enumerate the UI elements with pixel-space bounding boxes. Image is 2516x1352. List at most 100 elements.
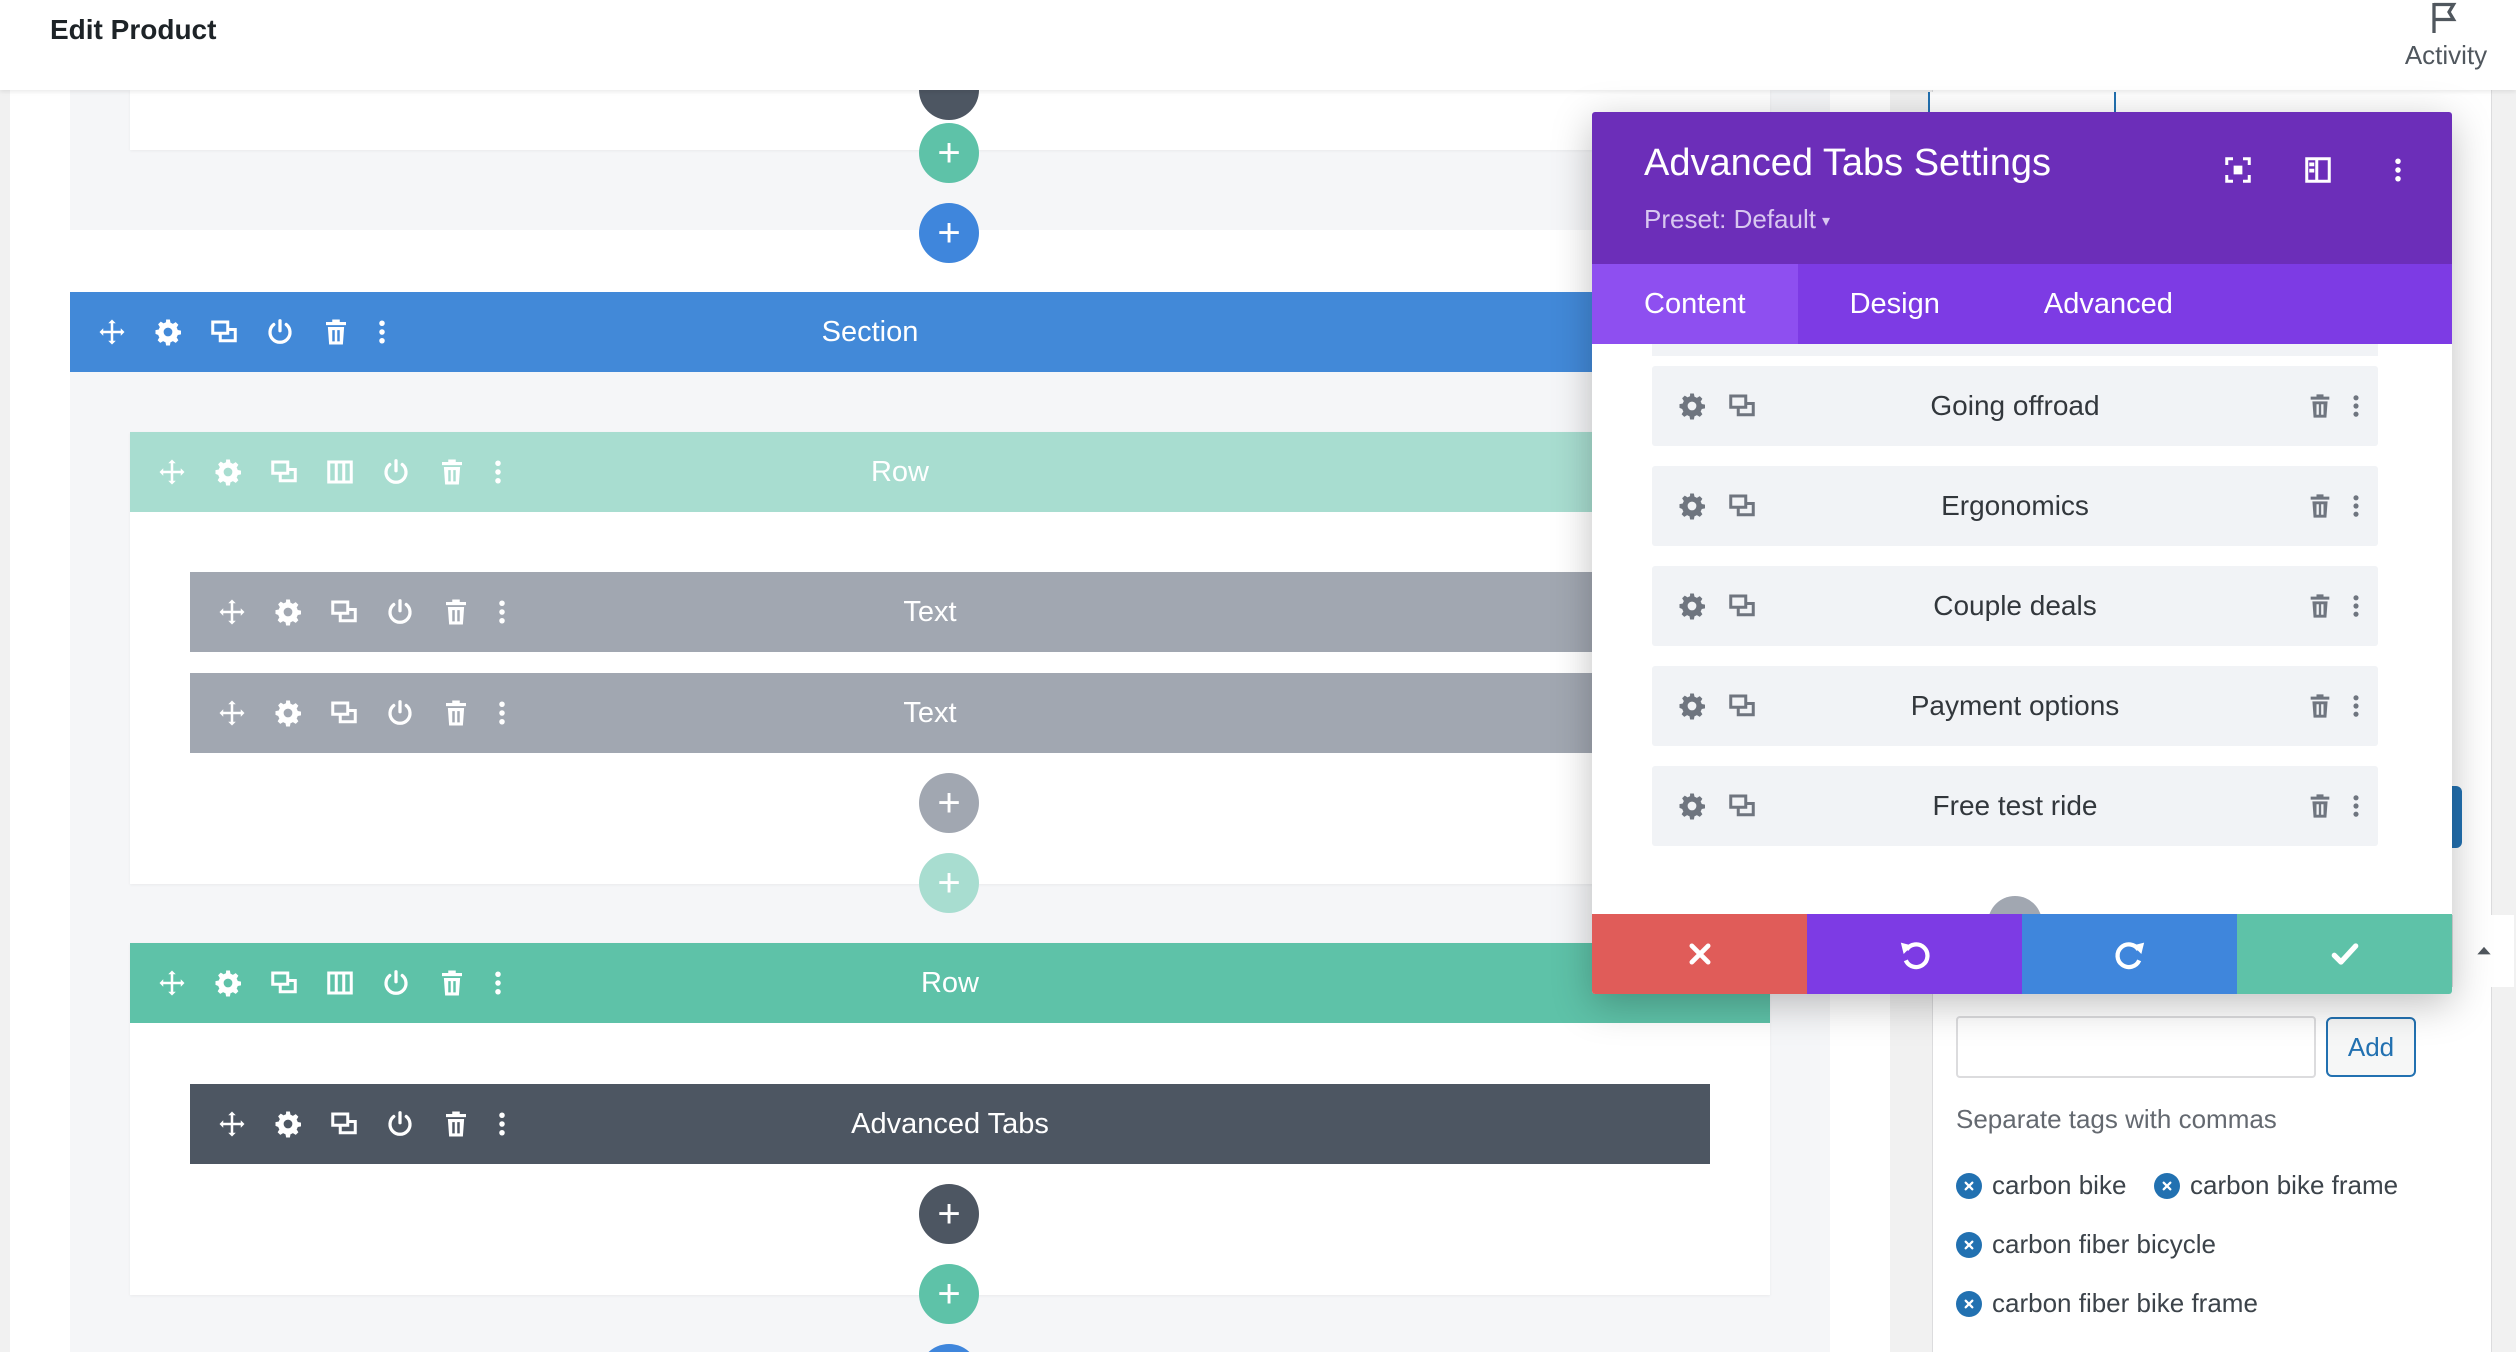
trash-icon[interactable]	[2302, 488, 2338, 524]
more-options-icon[interactable]	[2348, 788, 2364, 824]
gear-icon[interactable]	[270, 594, 306, 630]
power-icon[interactable]	[378, 965, 414, 1001]
move-icon[interactable]	[214, 594, 250, 630]
move-icon[interactable]	[214, 695, 250, 731]
tag-item: carbon fiber bicycle	[1956, 1229, 2216, 1260]
trash-icon[interactable]	[2302, 688, 2338, 724]
undo-button[interactable]	[1807, 914, 2022, 994]
preset-dropdown[interactable]: Preset: Default ▾	[1644, 204, 1830, 235]
tag-input[interactable]	[1956, 1016, 2316, 1078]
gear-icon[interactable]	[1674, 488, 1710, 524]
tab-item[interactable]: Couple deals	[1652, 566, 2378, 646]
arrow-up-icon	[2474, 941, 2494, 961]
tag-item: carbon fiber bike frame	[1956, 1288, 2258, 1319]
columns-icon[interactable]	[322, 454, 358, 490]
more-options-icon[interactable]	[374, 314, 390, 350]
trash-icon[interactable]	[2302, 588, 2338, 624]
row-1-bar[interactable]: Row	[130, 432, 1670, 512]
add-module-button[interactable]: +	[919, 1184, 979, 1244]
trash-icon[interactable]	[434, 454, 470, 490]
remove-tag-icon[interactable]	[1956, 1231, 1982, 1258]
power-icon[interactable]	[382, 1106, 418, 1142]
tab-design[interactable]: Design	[1849, 287, 1940, 320]
gear-icon[interactable]	[270, 695, 306, 731]
more-options-icon[interactable]	[2348, 688, 2364, 724]
row-2-bar[interactable]: Row	[130, 943, 1770, 1023]
duplicate-icon[interactable]	[266, 454, 302, 490]
more-options-icon[interactable]	[2348, 388, 2364, 424]
add-row-button[interactable]: +	[919, 123, 979, 183]
gear-icon[interactable]	[1674, 388, 1710, 424]
trash-icon[interactable]	[2302, 788, 2338, 824]
tab-content[interactable]: Content	[1592, 264, 1798, 344]
activity-button[interactable]: Activity	[2376, 0, 2516, 90]
gear-icon[interactable]	[210, 965, 246, 1001]
more-options-icon[interactable]	[490, 965, 506, 1001]
trash-icon[interactable]	[438, 695, 474, 731]
discard-button[interactable]	[1592, 914, 1807, 994]
duplicate-icon[interactable]	[1724, 388, 1760, 424]
more-options-icon[interactable]	[2380, 152, 2416, 188]
duplicate-icon[interactable]	[206, 314, 242, 350]
move-icon[interactable]	[214, 1106, 250, 1142]
trash-icon[interactable]	[438, 594, 474, 630]
add-row-button[interactable]: +	[919, 853, 979, 913]
gear-icon[interactable]	[150, 314, 186, 350]
power-icon[interactable]	[382, 594, 418, 630]
text-module-1-bar[interactable]: Text	[190, 572, 1670, 652]
trash-icon[interactable]	[438, 1106, 474, 1142]
duplicate-icon[interactable]	[326, 594, 362, 630]
remove-tag-icon[interactable]	[1956, 1290, 1982, 1317]
add-tag-button[interactable]: Add	[2326, 1017, 2416, 1077]
section-bar[interactable]: Section	[70, 292, 1670, 372]
add-item-button[interactable]	[1988, 896, 2042, 914]
more-options-icon[interactable]	[494, 695, 510, 731]
tab-item[interactable]: Payment options	[1652, 666, 2378, 746]
duplicate-icon[interactable]	[326, 695, 362, 731]
text-module-2-bar[interactable]: Text	[190, 673, 1670, 753]
gear-icon[interactable]	[1674, 688, 1710, 724]
tab-item[interactable]: Going offroad	[1652, 366, 2378, 446]
power-icon[interactable]	[382, 695, 418, 731]
more-options-icon[interactable]	[494, 594, 510, 630]
trash-icon[interactable]	[2302, 388, 2338, 424]
move-icon[interactable]	[154, 454, 190, 490]
trash-icon[interactable]	[318, 314, 354, 350]
duplicate-icon[interactable]	[1724, 788, 1760, 824]
expand-icon[interactable]	[2220, 152, 2256, 188]
more-options-icon[interactable]	[490, 454, 506, 490]
toggle-panel-button[interactable]	[2452, 915, 2514, 987]
tab-item[interactable]: Free test ride	[1652, 766, 2378, 846]
add-row-button[interactable]: +	[919, 1264, 979, 1324]
dock-layout-icon[interactable]	[2300, 152, 2336, 188]
save-button[interactable]	[2237, 914, 2452, 994]
power-icon[interactable]	[378, 454, 414, 490]
duplicate-icon[interactable]	[266, 965, 302, 1001]
duplicate-icon[interactable]	[1724, 588, 1760, 624]
gear-icon[interactable]	[210, 454, 246, 490]
gear-icon[interactable]	[1674, 588, 1710, 624]
tab-advanced[interactable]: Advanced	[2043, 287, 2173, 320]
advanced-tabs-module-bar[interactable]: Advanced Tabs	[190, 1084, 1710, 1164]
columns-icon[interactable]	[322, 965, 358, 1001]
move-icon[interactable]	[94, 314, 130, 350]
duplicate-icon[interactable]	[1724, 688, 1760, 724]
redo-button[interactable]	[2022, 914, 2237, 994]
gear-icon[interactable]	[270, 1106, 306, 1142]
more-options-icon[interactable]	[494, 1106, 510, 1142]
duplicate-icon[interactable]	[1724, 488, 1760, 524]
duplicate-icon[interactable]	[326, 1106, 362, 1142]
more-options-icon[interactable]	[2348, 488, 2364, 524]
power-icon[interactable]	[262, 314, 298, 350]
trash-icon[interactable]	[434, 965, 470, 1001]
modal-title: Advanced Tabs Settings	[1644, 142, 2052, 184]
move-icon[interactable]	[154, 965, 190, 1001]
add-section-button[interactable]	[919, 1344, 979, 1352]
tab-item[interactable]: Ergonomics	[1652, 466, 2378, 546]
remove-tag-icon[interactable]	[1956, 1172, 1982, 1199]
more-options-icon[interactable]	[2348, 588, 2364, 624]
gear-icon[interactable]	[1674, 788, 1710, 824]
remove-tag-icon[interactable]	[2154, 1172, 2180, 1199]
add-module-button[interactable]: +	[919, 773, 979, 833]
add-section-button[interactable]: +	[919, 203, 979, 263]
